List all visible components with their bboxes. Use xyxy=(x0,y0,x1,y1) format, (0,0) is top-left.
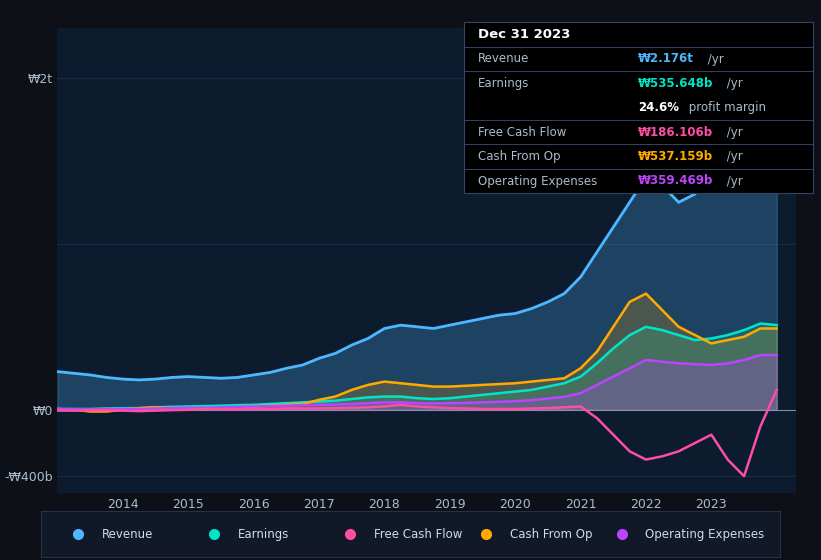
Text: /yr: /yr xyxy=(723,150,743,163)
Text: 24.6%: 24.6% xyxy=(639,101,679,114)
Text: ₩535.648b: ₩535.648b xyxy=(639,77,713,90)
Text: ₩186.106b: ₩186.106b xyxy=(639,125,713,139)
Text: ₩359.469b: ₩359.469b xyxy=(639,175,713,188)
Text: Earnings: Earnings xyxy=(478,77,530,90)
Text: /yr: /yr xyxy=(704,53,724,66)
Text: Earnings: Earnings xyxy=(237,528,289,541)
Text: ₩537.159b: ₩537.159b xyxy=(639,150,713,163)
Text: /yr: /yr xyxy=(723,175,743,188)
Text: Revenue: Revenue xyxy=(102,528,153,541)
Text: Cash From Op: Cash From Op xyxy=(478,150,560,163)
Text: /yr: /yr xyxy=(723,125,743,139)
Text: Revenue: Revenue xyxy=(478,53,530,66)
Text: Dec 31 2023: Dec 31 2023 xyxy=(478,28,571,41)
Text: /yr: /yr xyxy=(723,77,743,90)
Text: profit margin: profit margin xyxy=(686,101,767,114)
Text: Cash From Op: Cash From Op xyxy=(510,528,592,541)
Text: ₩2.176t: ₩2.176t xyxy=(639,53,695,66)
Text: Operating Expenses: Operating Expenses xyxy=(478,175,597,188)
Text: Operating Expenses: Operating Expenses xyxy=(645,528,764,541)
Text: Free Cash Flow: Free Cash Flow xyxy=(478,125,566,139)
Text: Free Cash Flow: Free Cash Flow xyxy=(374,528,462,541)
